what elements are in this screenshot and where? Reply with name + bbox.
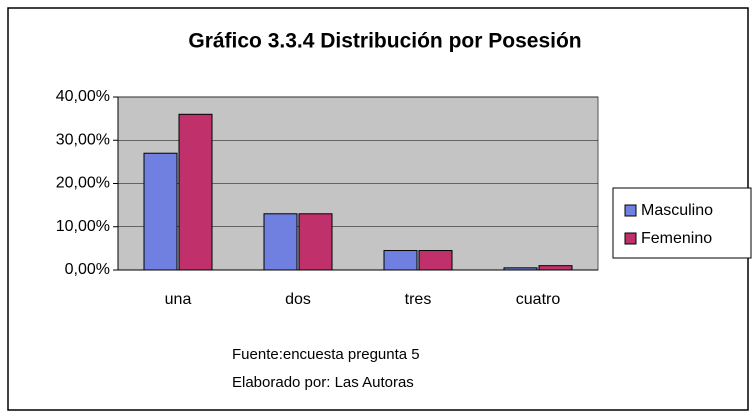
bar [418, 250, 453, 271]
bar [143, 152, 178, 271]
chart-title: Gráfico 3.3.4 Distribución por Posesión [188, 30, 581, 53]
bar [503, 267, 538, 271]
y-tick-label: 0,00% [65, 261, 110, 278]
x-tick-label: dos [285, 291, 311, 308]
x-tick-label: tres [405, 291, 432, 308]
annotation: Fuente:encuesta pregunta 5 [232, 346, 420, 363]
y-tick-label: 20,00% [56, 175, 110, 192]
legend-label: Femenino [641, 230, 712, 247]
bar [178, 113, 213, 271]
y-tick-label: 40,00% [56, 88, 110, 105]
bar [383, 250, 418, 271]
y-tick-label: 10,00% [56, 218, 110, 235]
bar [298, 213, 333, 271]
y-tick-label: 30,00% [56, 131, 110, 148]
x-tick-label: una [165, 291, 192, 308]
x-tick-label: cuatro [516, 291, 561, 308]
bar [538, 265, 573, 271]
annotation: Elaborado por: Las Autoras [232, 374, 414, 391]
legend-box [612, 187, 752, 259]
bar [263, 213, 298, 271]
legend-swatch [624, 204, 637, 217]
legend-swatch [624, 232, 637, 245]
legend-label: Masculino [641, 202, 713, 219]
